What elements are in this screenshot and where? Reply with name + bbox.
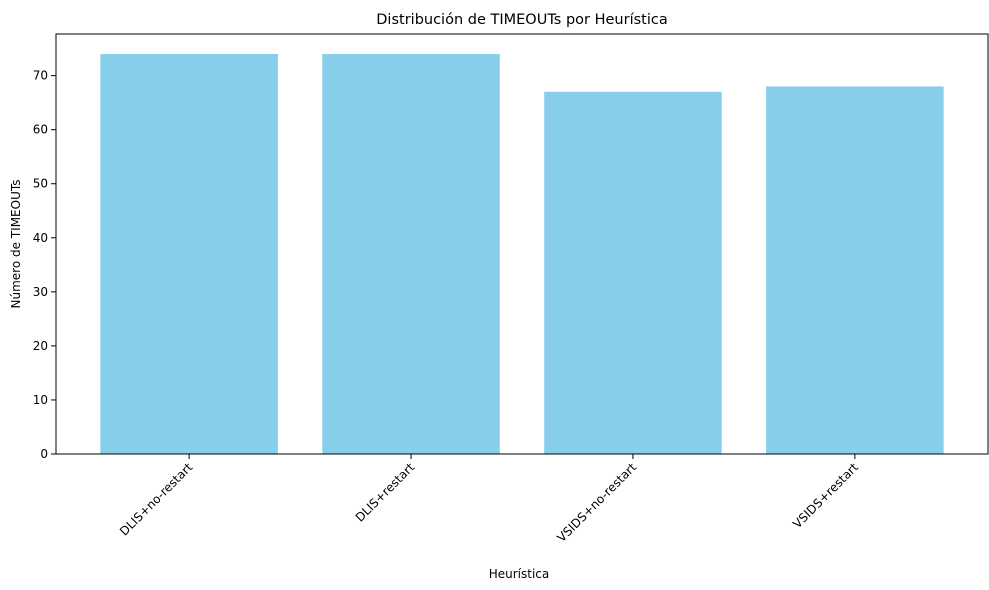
y-tick-label: 50	[33, 177, 48, 191]
y-tick-label: 10	[33, 393, 48, 407]
y-tick-label: 40	[33, 231, 48, 245]
plot-frame	[55, 33, 989, 455]
bar-dlis-no-restart	[100, 54, 278, 454]
x-tick-label: DLIS+restart	[353, 460, 418, 525]
y-tick-label: 30	[33, 285, 48, 299]
y-tick-label: 60	[33, 123, 48, 137]
y-tick-label: 70	[33, 69, 48, 83]
x-tick-label: DLIS+no-restart	[117, 460, 195, 538]
bar-dlis-restart	[322, 54, 500, 454]
y-axis-label: Número de TIMEOUTs	[9, 180, 23, 309]
x-tick-label: VSIDS+no-restart	[554, 460, 639, 545]
x-axis-label: Heurística	[489, 567, 550, 581]
chart-title: Distribución de TIMEOUTs por Heurística	[376, 12, 667, 28]
bars-group	[100, 54, 944, 455]
bar-vsids-restart	[766, 86, 944, 454]
y-tick-label: 20	[33, 339, 48, 353]
bar-vsids-no-restart	[544, 91, 722, 455]
y-tick-label: 0	[40, 447, 48, 461]
x-axis: DLIS+no-restart DLIS+restart VSIDS+no-rest…	[117, 454, 861, 545]
y-axis: 0 10 20 30 40 50 60 70	[33, 69, 56, 461]
x-tick-label: VSIDS+restart	[790, 460, 861, 531]
